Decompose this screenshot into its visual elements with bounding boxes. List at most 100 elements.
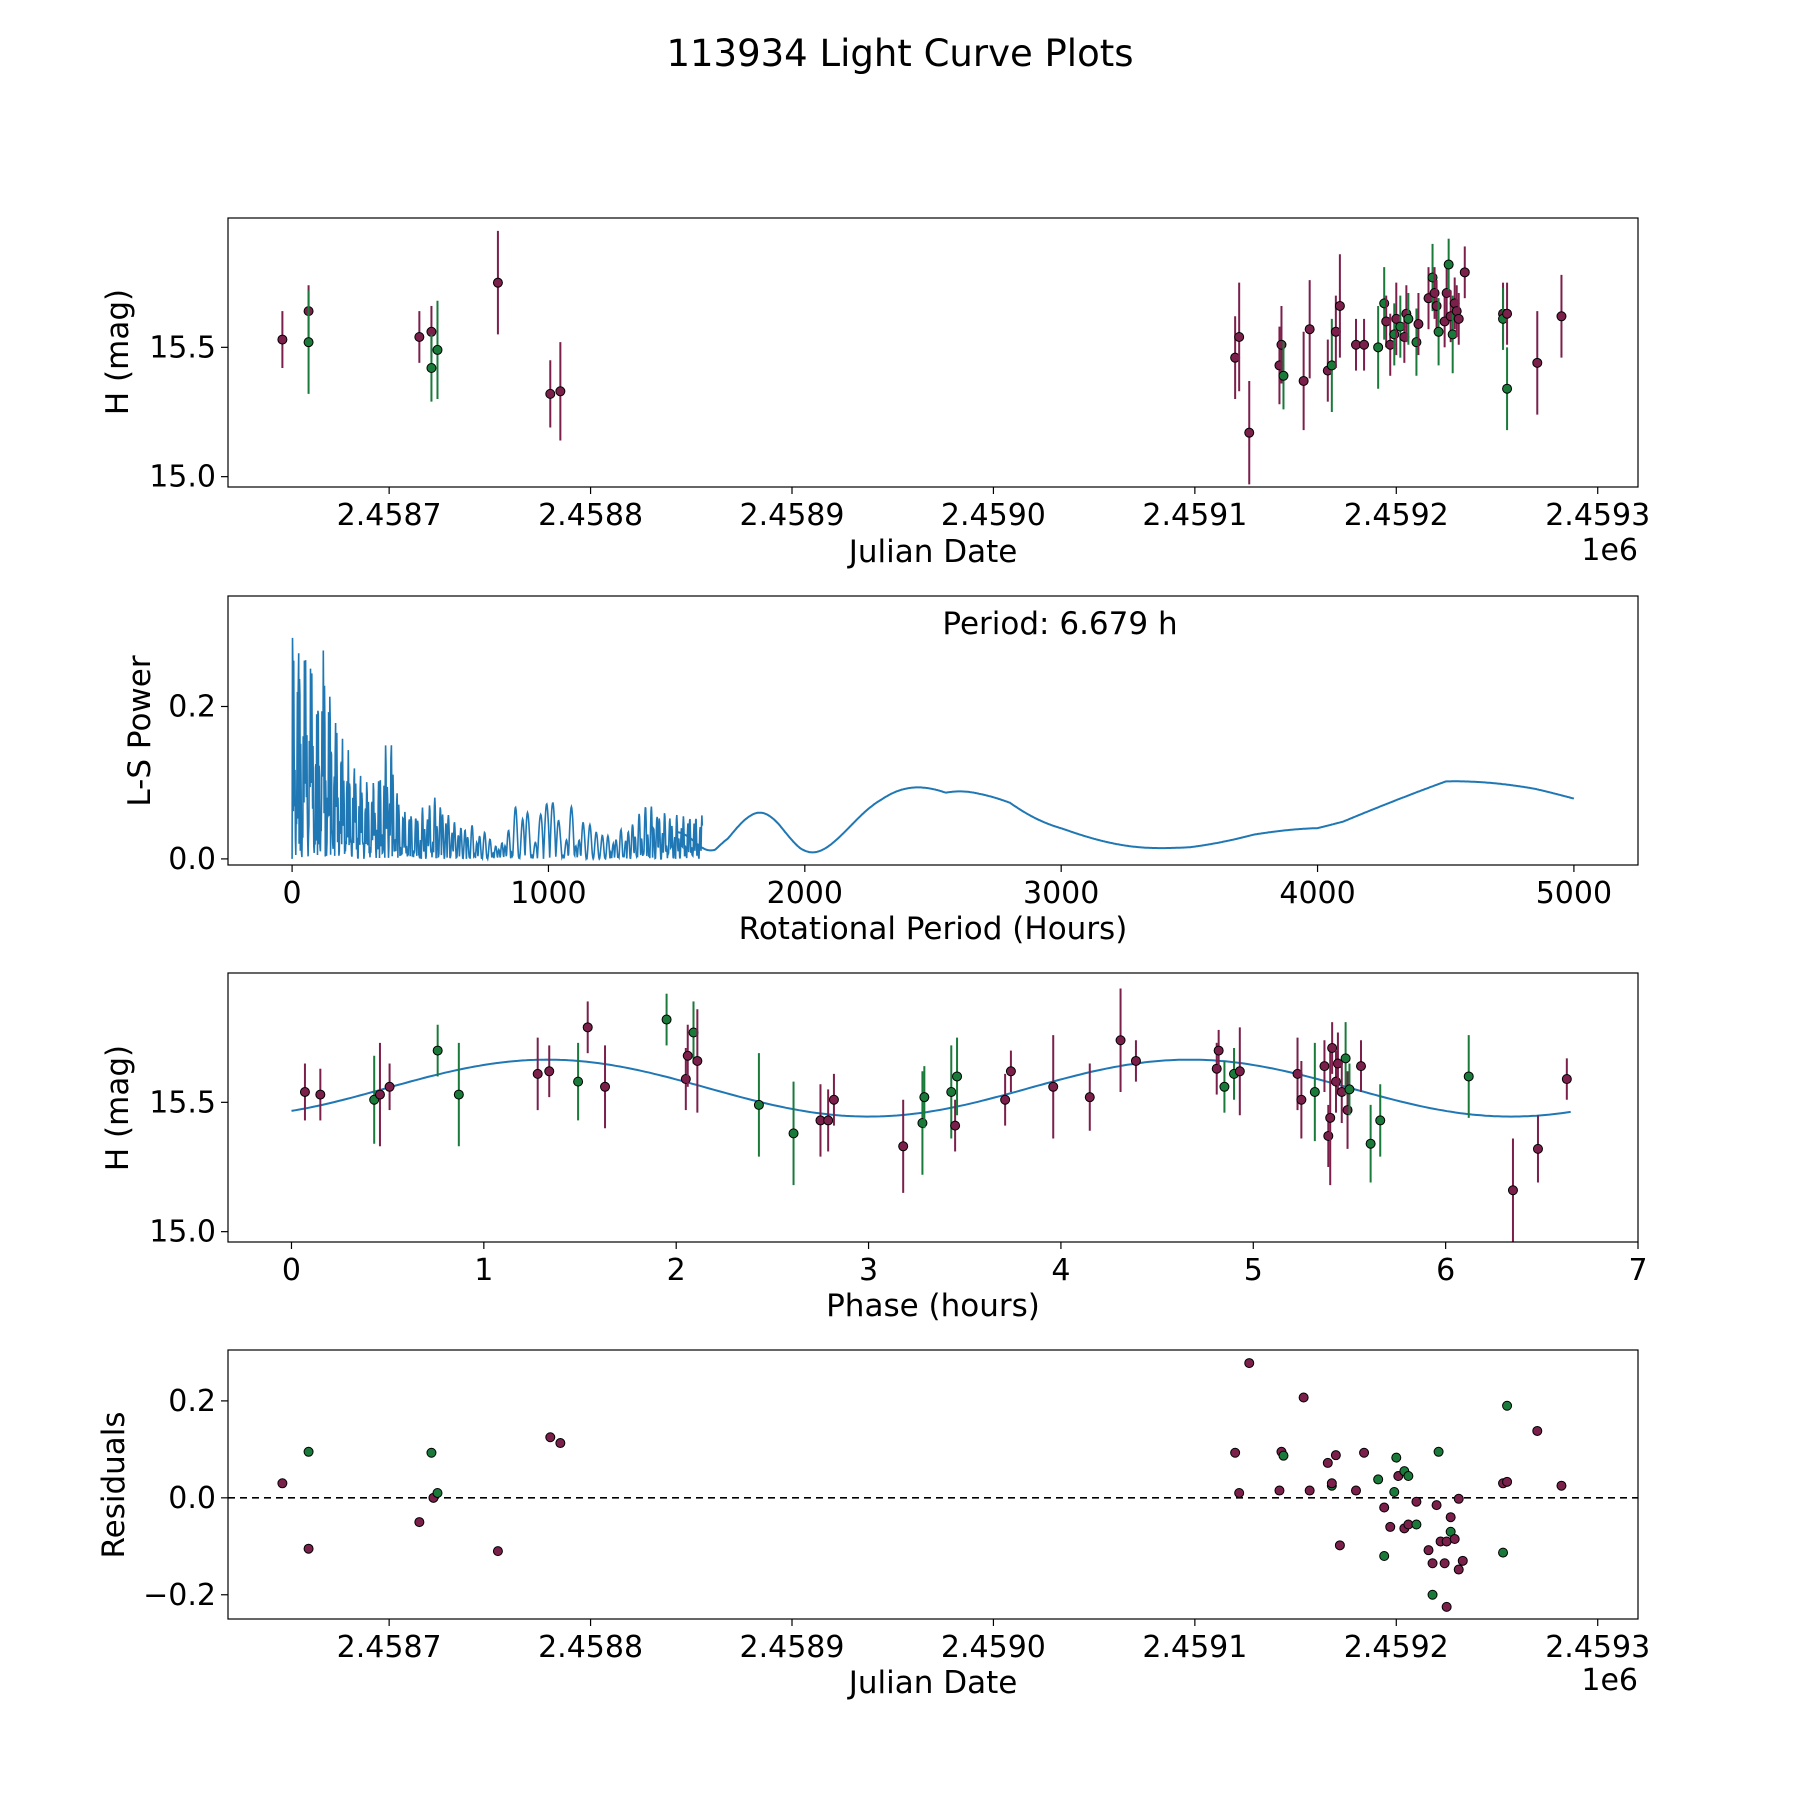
data-point [1413, 319, 1424, 330]
x-tick-label: 4 [1051, 1253, 1070, 1288]
data-point [661, 1014, 672, 1025]
data-point [1411, 337, 1422, 348]
data-point [1391, 1452, 1402, 1463]
data-point [492, 277, 503, 288]
data-point [1234, 1487, 1245, 1498]
data-point [1351, 1485, 1361, 1496]
data-point [1278, 1450, 1289, 1461]
data-point [1274, 1485, 1285, 1496]
data-point [277, 334, 288, 345]
data-point [555, 386, 566, 397]
x-tick-label: 3000 [1023, 876, 1099, 911]
data-point [432, 344, 443, 355]
data-point [573, 1076, 584, 1087]
x-tick-label: 3 [859, 1253, 878, 1288]
data-point [1443, 259, 1454, 270]
data-point [426, 1447, 437, 1458]
data-point [1433, 1446, 1444, 1457]
data-point [1502, 383, 1513, 394]
data-point [1532, 1425, 1543, 1436]
data-point [277, 1478, 288, 1489]
data-point [1005, 1066, 1016, 1077]
x-tick-label: 2.4589 [740, 1630, 845, 1665]
data-point [917, 1118, 928, 1129]
data-point [1373, 1474, 1384, 1485]
data-point [1309, 1086, 1320, 1097]
data-point [1373, 342, 1384, 353]
x-tick-label: 0 [282, 1253, 301, 1288]
data-point [303, 1543, 314, 1554]
data-point [1234, 1066, 1245, 1077]
data-point [1445, 1512, 1456, 1523]
y-tick-label: 15.0 [149, 460, 216, 495]
x-tick-label: 2.4593 [1545, 1630, 1650, 1665]
x-tick-label: 2.4588 [538, 1630, 643, 1665]
data-point [788, 1128, 799, 1139]
y-tick-label: 0.0 [168, 1481, 216, 1516]
data-point [426, 363, 437, 374]
data-point [299, 1086, 310, 1097]
data-point [1502, 1476, 1513, 1487]
data-point [1234, 331, 1245, 342]
data-point [1115, 1035, 1126, 1046]
residuals-panel: 2.4587 2.4588 2.4589 2.4590 2.4591 2.4592 2.45… [96, 1349, 1650, 1701]
data-point [1326, 1478, 1337, 1489]
residuals-offset-label: 1e6 [1581, 1663, 1638, 1698]
x-tick-label: 6 [1436, 1253, 1455, 1288]
data-point [1561, 1074, 1572, 1085]
x-tick-label: 2.4590 [941, 1630, 1046, 1665]
y-tick-label: 0.2 [168, 1384, 216, 1419]
light-curve-ylabel: H (mag) [100, 289, 136, 415]
x-tick-label: 4000 [1279, 876, 1355, 911]
data-point [950, 1120, 961, 1131]
data-point [1433, 326, 1444, 337]
data-point [1389, 1487, 1400, 1498]
light-curve-axes: 2.4587 2.4588 2.4589 2.4590 2.4591 2.4592 2.45… [149, 330, 1650, 533]
periodogram-panel: 0 1000 2000 3000 4000 5000 0.0 0.2 Period: 6.67… [122, 595, 1639, 947]
x-tick-label: 2.4591 [1142, 1630, 1247, 1665]
data-point [1322, 1457, 1333, 1468]
periodogram-marks [291, 637, 1575, 862]
data-point [1340, 1053, 1351, 1064]
light-curve-marks [277, 230, 1567, 485]
data-point [1304, 324, 1315, 335]
data-point [1427, 1558, 1438, 1569]
periodogram-noise-curve [291, 637, 704, 862]
data-point [1130, 1055, 1141, 1066]
residuals-ylabel: Residuals [96, 1411, 132, 1558]
data-point [1502, 1400, 1513, 1411]
data-point [453, 1089, 464, 1100]
data-point [1375, 1115, 1386, 1126]
figure-title: 113934 Light Curve Plots [666, 32, 1133, 75]
phase-fold-ylabel: H (mag) [100, 1045, 136, 1171]
x-tick-label: 2.4590 [941, 498, 1046, 533]
data-point [1219, 1081, 1230, 1092]
data-point [1507, 1185, 1518, 1196]
data-point [1379, 298, 1390, 309]
data-point [1048, 1081, 1059, 1092]
data-point [946, 1086, 957, 1097]
data-point [952, 1071, 963, 1082]
periodogram-axes: 0 1000 2000 3000 4000 5000 0.0 0.2 [168, 689, 1612, 911]
data-point [582, 1022, 593, 1033]
data-point [1296, 1094, 1307, 1105]
data-point [1344, 1084, 1355, 1095]
data-point [1403, 1471, 1414, 1482]
x-tick-label: 1000 [510, 876, 586, 911]
x-tick-label: 2.4587 [337, 1630, 442, 1665]
data-point [1211, 1063, 1222, 1074]
light-curve-panel: 2.4587 2.4588 2.4589 2.4590 2.4591 2.4592 2.45… [100, 217, 1650, 570]
data-point [1403, 313, 1414, 324]
data-point [1453, 1493, 1464, 1504]
data-point [1556, 311, 1567, 322]
data-point [1379, 1502, 1390, 1513]
data-point [919, 1092, 930, 1103]
data-point [1334, 300, 1345, 311]
y-tick-label: 0.2 [168, 689, 216, 724]
data-point [682, 1050, 693, 1061]
periodogram-smooth-curve [676, 780, 1575, 854]
data-point [1278, 370, 1289, 381]
data-point [1244, 1358, 1255, 1369]
y-tick-label: 0.0 [168, 842, 216, 877]
x-tick-label: 2.4592 [1344, 1630, 1449, 1665]
